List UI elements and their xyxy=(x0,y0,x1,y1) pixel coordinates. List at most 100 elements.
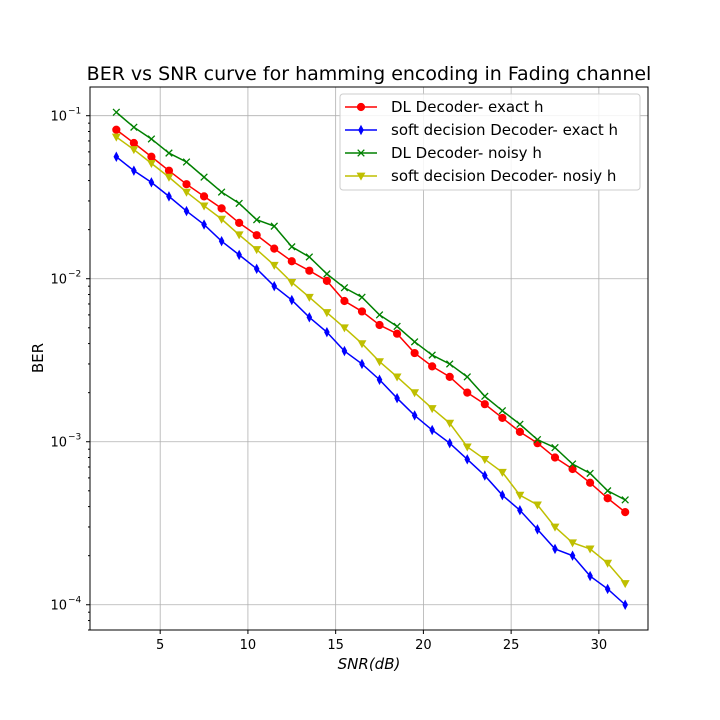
data-point-diamond xyxy=(183,205,190,217)
data-point-triangle xyxy=(322,309,332,318)
data-point-diamond xyxy=(113,151,120,162)
data-point-triangle xyxy=(620,580,630,589)
data-point-triangle xyxy=(497,468,507,477)
data-point-x xyxy=(270,222,279,230)
data-point-circle xyxy=(568,464,577,474)
data-point-x xyxy=(182,158,191,166)
data-point-circle xyxy=(498,413,507,423)
data-point-x xyxy=(375,311,384,319)
legend-label: DL Decoder- noisy h xyxy=(391,144,542,162)
chart-title: BER vs SNR curve for hamming encoding in… xyxy=(87,63,652,85)
data-point-triangle xyxy=(356,172,366,181)
data-point-circle xyxy=(147,152,156,161)
data-point-x xyxy=(358,293,366,301)
y-tick-base: 10 xyxy=(50,110,67,125)
data-point-x xyxy=(252,215,261,224)
data-point-x xyxy=(357,149,365,157)
legend-box xyxy=(339,93,641,191)
legend-label: soft decision Decoder- exact h xyxy=(391,121,618,139)
data-point-circle xyxy=(392,329,402,338)
data-point-x xyxy=(235,199,243,208)
data-point-circle xyxy=(410,348,419,358)
y-tick-base: 10 xyxy=(50,273,67,288)
data-point-triangle xyxy=(252,246,262,255)
data-point-triangle xyxy=(585,545,595,554)
data-point-triangle xyxy=(182,188,191,197)
data-point-triangle xyxy=(357,340,367,349)
y-tick-exponent: −4 xyxy=(68,596,82,606)
data-point-x xyxy=(586,469,594,478)
data-point-circle xyxy=(585,478,595,487)
data-point-x xyxy=(200,173,208,181)
x-tick-label: 10 xyxy=(240,638,257,653)
data-point-x xyxy=(445,360,454,368)
data-point-diamond xyxy=(534,524,541,535)
y-tick-exponent: −1 xyxy=(68,107,81,117)
data-point-diamond xyxy=(622,599,628,610)
legend-label: soft decision Decoder- nosiy h xyxy=(391,167,616,185)
data-point-diamond xyxy=(429,424,435,436)
data-point-circle xyxy=(305,266,314,275)
data-point-circle xyxy=(375,320,384,330)
data-point-x xyxy=(603,487,612,495)
data-point-circle xyxy=(182,180,191,189)
data-point-x xyxy=(481,392,489,401)
data-point-circle xyxy=(270,244,279,253)
y-tick-exponent: −3 xyxy=(68,433,81,443)
data-point-circle xyxy=(217,204,226,213)
data-point-triangle xyxy=(304,293,314,302)
data-point-x xyxy=(130,123,138,131)
data-point-diamond xyxy=(446,437,453,449)
data-point-diamond xyxy=(359,358,365,370)
data-point-circle xyxy=(480,400,489,409)
data-point-x xyxy=(147,135,156,143)
data-point-circle xyxy=(357,307,367,316)
y-tick-base: 10 xyxy=(50,599,67,614)
data-point-diamond xyxy=(236,249,242,261)
data-point-x xyxy=(621,496,629,504)
data-point-triangle xyxy=(199,202,209,211)
plot-area-frame xyxy=(89,86,649,631)
x-tick-label: 20 xyxy=(415,638,432,653)
data-point-circle xyxy=(550,453,560,462)
data-point-diamond xyxy=(218,235,225,247)
data-point-x xyxy=(217,188,226,196)
data-point-circle xyxy=(252,231,261,240)
data-point-triangle xyxy=(392,373,402,382)
data-point-diamond xyxy=(394,392,400,404)
data-point-triangle xyxy=(146,159,156,169)
y-tick-label: 10 xyxy=(50,110,67,125)
data-point-diamond xyxy=(358,124,364,136)
data-point-diamond xyxy=(201,219,207,230)
series-group xyxy=(111,133,630,589)
data-point-triangle xyxy=(287,278,297,287)
data-point-triangle xyxy=(462,443,472,452)
data-point-triangle xyxy=(568,539,577,548)
data-point-x xyxy=(463,373,472,381)
data-point-triangle xyxy=(339,324,349,333)
data-point-diamond xyxy=(587,570,593,582)
data-point-diamond xyxy=(411,410,418,421)
data-point-diamond xyxy=(148,177,155,188)
data-point-diamond xyxy=(464,454,471,465)
x-axis-label: SNR(dB) xyxy=(338,655,401,673)
data-point-x xyxy=(428,351,436,359)
data-point-x xyxy=(340,284,349,292)
x-tick-label: 5 xyxy=(156,638,164,653)
x-tick-label: 15 xyxy=(327,638,344,653)
data-point-diamond xyxy=(552,543,558,555)
y-tick-base: 10 xyxy=(50,436,67,451)
data-point-x xyxy=(410,338,419,346)
data-point-triangle xyxy=(550,523,560,532)
data-point-diamond xyxy=(482,470,488,481)
data-point-circle xyxy=(322,276,331,285)
x-tick-label: 30 xyxy=(591,638,608,653)
data-point-diamond xyxy=(376,374,383,385)
data-point-circle xyxy=(603,494,612,503)
data-point-x xyxy=(323,270,331,278)
data-point-triangle xyxy=(533,501,542,510)
data-point-circle xyxy=(199,192,209,201)
y-tick-exponent: −2 xyxy=(68,270,81,280)
data-point-circle xyxy=(129,138,138,148)
